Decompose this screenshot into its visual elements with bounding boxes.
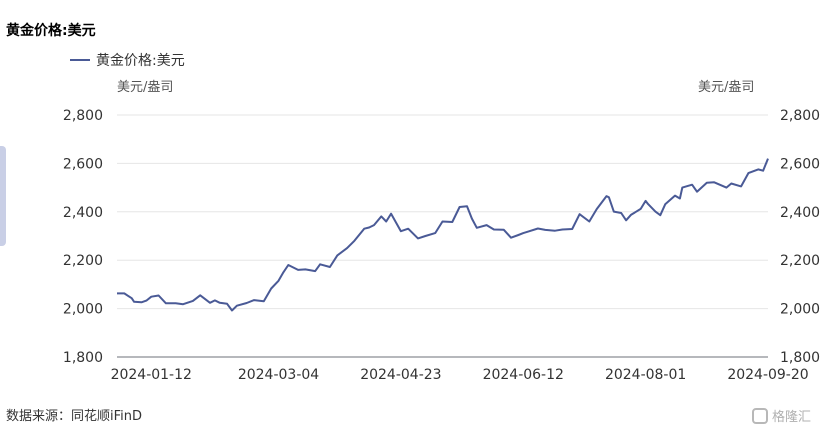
y-tick-label-left: 2,000: [63, 302, 103, 318]
legend[interactable]: 黄金价格:美元: [70, 50, 185, 70]
y-tick-label-right: 2,600: [780, 156, 820, 172]
y-tick-label-right: 2,200: [780, 253, 820, 269]
y-axis-unit-right: 美元/盎司: [698, 80, 755, 95]
y-tick-label-left: 2,400: [63, 205, 103, 221]
series-line: [117, 158, 769, 312]
side-panel-tab[interactable]: [0, 146, 6, 246]
data-source: 数据来源：同花顺iFinD: [6, 409, 143, 424]
x-tick-label: 2024-01-12: [111, 367, 192, 383]
y-tick-label-right: 1,800: [780, 350, 820, 366]
y-tick-label-right: 2,400: [780, 205, 820, 221]
y-axis-unit-left: 美元/盎司: [117, 80, 174, 95]
legend-swatch: [70, 59, 90, 61]
watermark: 格隆汇: [752, 406, 811, 425]
x-tick-label: 2024-03-04: [238, 367, 319, 383]
watermark-text: 格隆汇: [772, 410, 812, 425]
x-tick-label: 2024-04-23: [360, 367, 441, 383]
legend-label: 黄金价格:美元: [96, 53, 185, 69]
y-tick-label-right: 2,800: [780, 108, 820, 124]
x-tick-label: 2024-06-12: [483, 367, 564, 383]
y-tick-label-left: 2,200: [63, 253, 103, 269]
watermark-logo-icon: [752, 407, 768, 424]
chart-title: 黄金价格:美元: [6, 23, 96, 39]
y-tick-label-left: 2,800: [63, 108, 103, 124]
y-tick-label-left: 1,800: [63, 350, 103, 366]
x-tick-label: 2024-08-01: [605, 367, 686, 383]
y-tick-label-left: 2,600: [63, 156, 103, 172]
x-tick-label: 2024-09-20: [727, 367, 808, 383]
y-tick-label-right: 2,000: [780, 302, 820, 318]
